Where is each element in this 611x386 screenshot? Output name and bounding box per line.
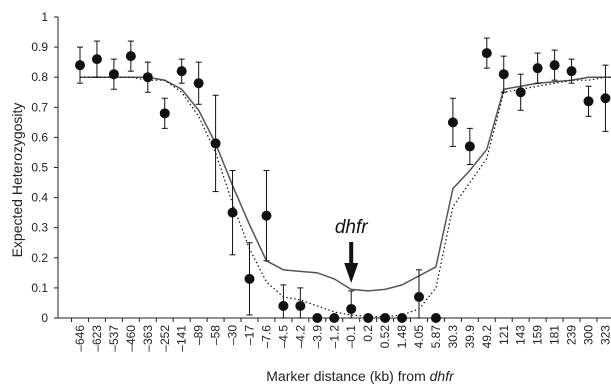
- data-point: [75, 60, 85, 71]
- data-point: [532, 63, 543, 74]
- data-point: [227, 207, 238, 218]
- y-tick-label: 0.8: [31, 70, 48, 84]
- x-tick-label: –0.1: [344, 325, 358, 349]
- x-tick-label: –4.5: [276, 325, 290, 349]
- data-point: [549, 60, 560, 71]
- x-tick-label: –1.2: [327, 325, 341, 349]
- x-tick-label: –363: [141, 325, 155, 352]
- x-tick-label: –58: [209, 325, 223, 345]
- x-tick-label: 0.52: [378, 325, 392, 349]
- solid-curve: [80, 76, 611, 292]
- data-point: [159, 108, 170, 119]
- x-tick-label: 323: [598, 325, 611, 345]
- data-point: [125, 51, 136, 62]
- x-tick-label: –460: [124, 325, 138, 352]
- data-point: [295, 300, 306, 311]
- data-point: [430, 313, 441, 323]
- x-axis-label: Marker distance (kb) from dhfr: [266, 368, 455, 384]
- y-tick-label: 0.5: [31, 161, 48, 175]
- data-point: [210, 138, 221, 149]
- data-point: [414, 291, 424, 302]
- x-tick-label: 4.05: [412, 325, 426, 349]
- x-tick-label: 30.3: [446, 325, 460, 349]
- y-axis-label: Expected Heterozygosity: [9, 103, 25, 258]
- x-axis-label-text: Marker distance (kb) from: [266, 368, 429, 384]
- data-point: [498, 69, 509, 80]
- data-point: [380, 313, 391, 323]
- x-tick-label: 39.9: [463, 325, 477, 349]
- data-point: [346, 303, 357, 314]
- annotation-arrow-head: [344, 263, 359, 283]
- x-tick-label: 49.2: [480, 325, 494, 349]
- data-point: [363, 313, 374, 323]
- x-tick-label: 121: [497, 325, 511, 345]
- data-point: [91, 54, 102, 65]
- data-point: [278, 300, 289, 311]
- y-tick-label: 0.4: [31, 191, 48, 205]
- x-tick-label: –17: [243, 325, 257, 345]
- x-tick-label: –141: [175, 325, 189, 352]
- x-tick-label: –537: [107, 325, 121, 352]
- data-point: [244, 273, 255, 284]
- y-tick-label: 0.3: [31, 221, 48, 235]
- x-tick-label: –7.6: [259, 325, 273, 349]
- x-tick-label: –30: [226, 325, 240, 345]
- y-tick-label: 0: [41, 311, 48, 325]
- y-tick-label: 0.2: [31, 251, 48, 265]
- x-tick-label: 5.87: [429, 325, 443, 349]
- data-point: [583, 96, 594, 107]
- x-tick-label: 0.2: [361, 325, 375, 342]
- y-tick-label: 0.1: [31, 281, 48, 295]
- dotted-curve: [80, 76, 611, 318]
- data-point: [193, 78, 204, 89]
- data-point: [329, 313, 340, 323]
- data-point: [142, 72, 153, 83]
- data-point: [600, 93, 611, 104]
- x-tick-label: –646: [73, 325, 87, 352]
- data-point: [447, 117, 458, 128]
- data-point: [515, 87, 526, 98]
- x-tick-label: –252: [158, 325, 172, 352]
- y-tick-label: 0.9: [31, 40, 48, 54]
- y-tick-label: 0.7: [31, 100, 48, 114]
- x-axis-label-gene: dhfr: [430, 368, 455, 384]
- x-tick-label: 300: [582, 325, 596, 345]
- x-tick-label: 1.48: [395, 325, 409, 349]
- data-point: [108, 69, 119, 80]
- x-tick-label: –623: [90, 325, 104, 352]
- annotation-label: dhfr: [335, 217, 368, 238]
- x-tick-label: –3.9: [310, 325, 324, 349]
- x-tick-label: 159: [531, 325, 545, 345]
- x-tick-label: 181: [548, 325, 562, 345]
- x-tick-label: 143: [514, 325, 528, 345]
- plot-area: 0 0.1 0.2 0.3 0.4 0.5 0.6 0.7 0.8 0.9 1 –646 –623 –53…: [31, 10, 611, 352]
- data-point: [397, 313, 408, 323]
- data-point: [261, 210, 272, 221]
- x-tick-label: 239: [565, 325, 579, 345]
- data-point: [176, 66, 187, 77]
- data-point: [312, 313, 323, 323]
- x-tick-label: –4.2: [293, 325, 307, 349]
- x-tick-label: –89: [192, 325, 206, 345]
- data-point: [481, 48, 492, 59]
- data-point: [566, 66, 577, 77]
- y-tick-label: 1: [41, 10, 48, 24]
- y-tick-label: 0.6: [31, 130, 48, 144]
- data-point: [464, 141, 475, 152]
